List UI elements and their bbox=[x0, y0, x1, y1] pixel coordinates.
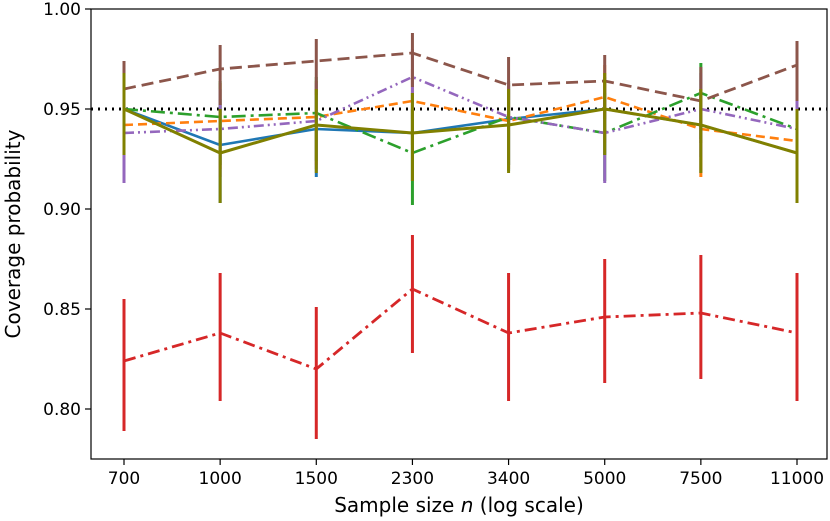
x-tick-label: 700 bbox=[108, 469, 140, 489]
series-olive bbox=[122, 73, 799, 203]
y-tick-label: 0.90 bbox=[43, 200, 81, 220]
x-axis-ticks: 700 1000 1500 2300 3400 5000 7500 11000 bbox=[108, 459, 824, 489]
x-tick-label: 3400 bbox=[487, 469, 530, 489]
x-tick-label: 1000 bbox=[199, 469, 242, 489]
y-tick-label: 0.95 bbox=[43, 100, 81, 120]
x-tick-label: 2300 bbox=[391, 469, 434, 489]
y-tick-label: 0.85 bbox=[43, 300, 81, 320]
y-tick-label: 0.80 bbox=[43, 400, 81, 420]
x-axis-title: Sample size n (log scale) bbox=[334, 493, 584, 517]
y-axis-title: Coverage probability bbox=[1, 129, 25, 338]
y-axis-ticks: 0.80 0.85 0.90 0.95 1.00 bbox=[43, 0, 91, 420]
series-line-green bbox=[123, 91, 798, 155]
series-layer bbox=[122, 33, 799, 439]
series-line-olive bbox=[123, 107, 798, 155]
plot-area-frame bbox=[90, 8, 828, 460]
series-green bbox=[122, 63, 799, 205]
series-red bbox=[122, 235, 799, 439]
x-tick-label: 7500 bbox=[679, 469, 722, 489]
x-tick-label: 11000 bbox=[770, 469, 824, 489]
series-line-brown bbox=[123, 51, 798, 103]
series-line-purple bbox=[123, 75, 798, 135]
series-blue bbox=[122, 73, 799, 203]
y-tick-label: 1.00 bbox=[43, 0, 81, 20]
x-tick-label: 5000 bbox=[583, 469, 626, 489]
x-tick-label: 1500 bbox=[295, 469, 338, 489]
series-line-orange bbox=[123, 95, 798, 143]
series-line-red bbox=[123, 287, 798, 371]
